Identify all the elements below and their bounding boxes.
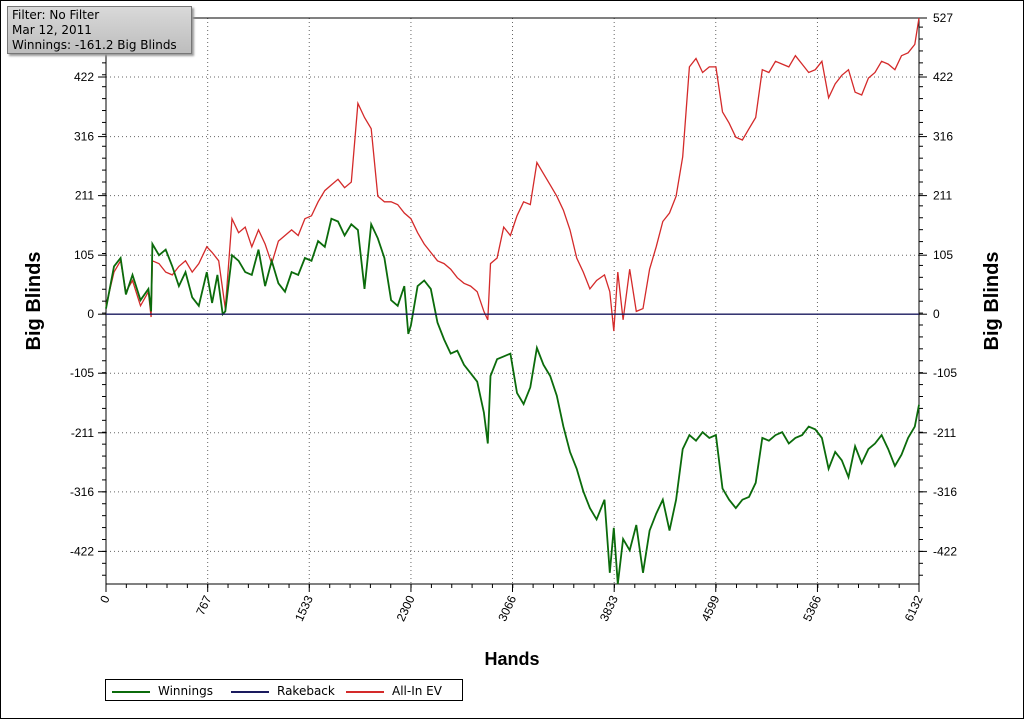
x-tick-label: 4599 [698,593,722,623]
x-axis-title: Hands [484,649,539,669]
y-tick-label-right: 527 [933,11,953,25]
filter-info-box: Filter: No Filter Mar 12, 2011 Winnings:… [7,6,192,54]
legend-swatch-winnings [112,691,150,693]
y-tick-label-right: -105 [933,366,957,380]
y-tick-label-left: 316 [74,130,94,144]
series-line-all-in-ev [105,17,920,332]
x-tick-label: 2300 [394,593,418,623]
y-tick-label-left: -211 [71,426,94,440]
grid [106,18,919,584]
y-tick-label-left: -316 [70,485,94,499]
legend: Winnings Rakeback All-In EV [105,679,463,701]
legend-item-all-in-ev: All-In EV [346,683,456,699]
y-tick-label-left: 105 [74,248,94,262]
y-tick-label-left: 422 [74,70,94,84]
y-tick-label-right: 105 [933,248,953,262]
x-tick-label: 3833 [597,593,621,623]
x-tick-label: 5366 [800,593,824,623]
date-label: Mar 12, 2011 [12,23,92,37]
y-tick-label-left: -422 [70,544,94,558]
y-tick-label-right: -211 [933,426,956,440]
y-tick-label-right: 0 [933,307,940,321]
y-axis-title-left: Big Blinds [23,252,45,351]
y-tick-label-right: 316 [933,130,953,144]
y-tick-label-left: -105 [70,366,94,380]
x-tick-label: 0 [97,593,113,605]
y-tick-label-right: 211 [933,189,952,203]
y-tick-label-right: -316 [933,485,957,499]
series-lines [105,17,920,585]
series-line-winnings [105,217,920,585]
axis-ticks [98,17,927,592]
x-tick-label: 767 [193,593,214,617]
winnings-label: Winnings: -161.2 Big Blinds [12,38,177,52]
legend-item-winnings: Winnings [112,683,222,699]
legend-label: All-In EV [392,684,442,698]
legend-swatch-rakeback [231,691,269,693]
x-tick-label: 6132 [902,593,926,623]
y-tick-label-right: 422 [933,70,953,84]
y-tick-label-right: -422 [933,544,957,558]
legend-swatch-all-in-ev [346,691,384,693]
legend-label: Winnings [158,684,213,698]
legend-label: Rakeback [277,684,335,698]
y-axis-title-right: Big Blinds [981,252,1003,351]
y-tick-label-left: 211 [75,189,94,203]
y-tick-label-left: 0 [87,307,94,321]
legend-item-rakeback: Rakeback [231,683,341,699]
tick-labels: 0 767 1533 2300 3066 3833 4599 5366 6132 -422 -316… [70,11,957,623]
x-tick-label: 1533 [292,593,316,623]
x-tick-label: 3066 [495,593,519,623]
filter-label: Filter: No Filter [12,8,100,22]
